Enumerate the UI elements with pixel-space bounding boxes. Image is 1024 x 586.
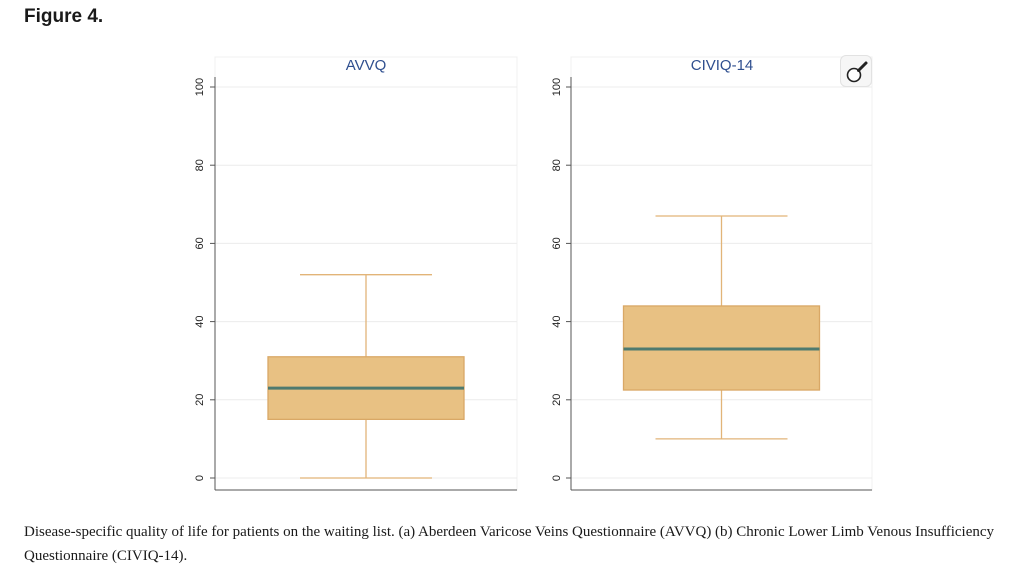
panel-2-y-tick-label: 40	[551, 315, 563, 327]
panel-1-y-tick-label: 80	[194, 159, 206, 171]
panel-1-y-tick-label: 60	[194, 237, 206, 249]
panel-2-title: CIVIQ-14	[691, 57, 754, 74]
panel-1-y-tick-label: 0	[194, 475, 206, 481]
panel-1-y-tick-label: 100	[194, 78, 206, 96]
box-plot-chart: 0 20 40 60 80 100 AVVQ 0 20 40 60 80 100 CIVIQ-14	[194, 56, 873, 491]
panel-2-y-tick-label: 100	[551, 78, 563, 96]
figure-caption: Disease-specific quality of life for pat…	[24, 524, 995, 564]
magnifier-icon	[846, 61, 868, 83]
panel-1-y-tick-label: 20	[194, 394, 206, 406]
panel-2-y-tick-label: 0	[551, 475, 563, 481]
panel-2-y-tick-label: 20	[551, 394, 563, 406]
panel-1-y-tick-label: 40	[194, 315, 206, 327]
zoom-button[interactable]	[840, 55, 872, 87]
figure-heading: Figure 4.	[24, 6, 104, 27]
panel-2-y-tick-label: 60	[551, 237, 563, 249]
panel-2-y-tick-label: 80	[551, 159, 563, 171]
panel-1-title: AVVQ	[346, 57, 387, 74]
